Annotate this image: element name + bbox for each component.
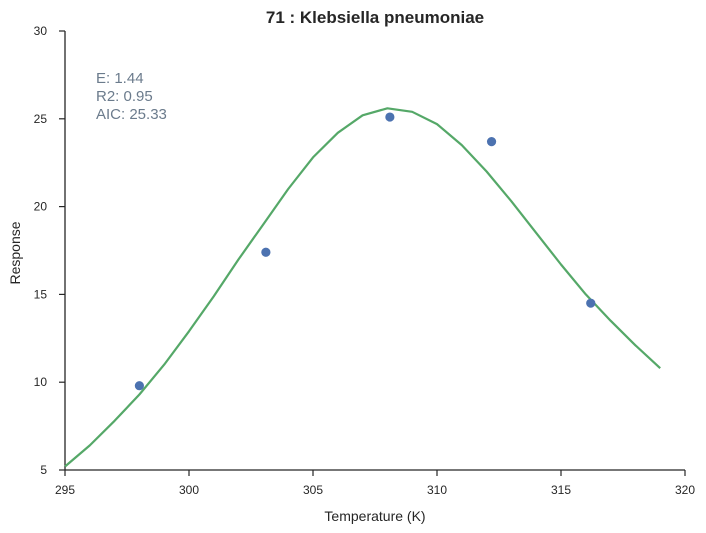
y-tick-label: 20 <box>34 200 48 214</box>
annotation-aic: AIC: 25.33 <box>96 106 167 123</box>
data-point <box>134 381 144 391</box>
y-tick-label: 25 <box>34 112 48 126</box>
x-tick-label: 320 <box>675 483 695 497</box>
axes <box>64 31 685 471</box>
ticks: 295 300 305 310 315 320 5 10 15 20 25 30 <box>34 24 696 497</box>
data-point <box>385 112 395 122</box>
fit-curve <box>64 107 661 468</box>
fit-curve-layer <box>64 107 661 468</box>
annotation-r2: R2: 0.95 <box>96 88 153 105</box>
x-tick-label: 305 <box>303 483 323 497</box>
x-tick-label: 315 <box>551 483 571 497</box>
data-point <box>586 298 596 308</box>
x-tick-label: 295 <box>55 483 75 497</box>
y-tick-label: 5 <box>40 463 47 477</box>
x-tick-label: 300 <box>179 483 199 497</box>
annotation-e: E: 1.44 <box>96 70 144 87</box>
points-layer <box>134 112 596 391</box>
y-tick-label: 30 <box>34 24 48 38</box>
x-tick-label: 310 <box>427 483 447 497</box>
chart-title: 71 : Klebsiella pneumoniae <box>266 8 484 27</box>
data-point <box>486 137 497 147</box>
x-axis-label: Temperature (K) <box>324 508 425 524</box>
y-tick-label: 15 <box>34 287 48 301</box>
data-point <box>261 247 271 257</box>
annotation-box: E: 1.44 R2: 0.95 AIC: 25.33 <box>96 70 167 123</box>
y-axis-label: Response <box>7 221 23 284</box>
y-tick-label: 10 <box>34 375 48 389</box>
